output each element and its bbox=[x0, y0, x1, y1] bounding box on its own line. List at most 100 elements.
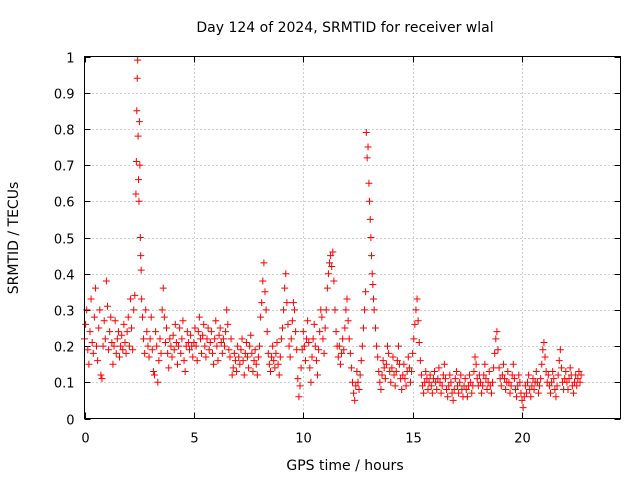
data-point bbox=[264, 349, 272, 357]
data-point bbox=[155, 357, 163, 365]
data-point bbox=[438, 382, 446, 390]
data-point bbox=[248, 349, 256, 357]
data-point bbox=[472, 360, 480, 368]
data-point bbox=[286, 353, 294, 361]
data-point bbox=[108, 338, 116, 346]
data-point bbox=[189, 353, 197, 361]
data-point bbox=[359, 324, 367, 332]
data-point bbox=[556, 346, 564, 354]
data-point bbox=[351, 396, 359, 404]
data-point bbox=[159, 284, 167, 292]
data-point bbox=[218, 349, 226, 357]
data-point bbox=[367, 234, 375, 241]
data-point bbox=[548, 378, 556, 386]
data-point bbox=[103, 302, 111, 310]
data-point bbox=[427, 382, 435, 390]
data-point bbox=[117, 342, 125, 350]
data-point bbox=[247, 331, 255, 339]
data-point bbox=[443, 386, 451, 394]
data-point bbox=[315, 346, 323, 354]
data-point bbox=[332, 328, 340, 336]
data-point bbox=[221, 342, 229, 350]
data-point bbox=[444, 393, 452, 401]
data-point bbox=[99, 342, 107, 350]
data-point bbox=[137, 266, 145, 274]
data-point bbox=[96, 306, 104, 314]
data-point bbox=[509, 360, 517, 368]
data-point bbox=[473, 375, 481, 383]
data-point bbox=[514, 382, 522, 390]
data-point bbox=[250, 357, 258, 365]
data-point bbox=[299, 328, 307, 336]
data-point bbox=[534, 389, 542, 397]
data-point bbox=[265, 360, 273, 368]
data-point bbox=[491, 349, 499, 357]
data-point bbox=[313, 371, 321, 379]
data-point bbox=[341, 324, 349, 332]
data-point bbox=[406, 378, 414, 386]
data-point bbox=[363, 154, 371, 162]
data-point bbox=[280, 306, 288, 314]
data-point bbox=[119, 346, 127, 354]
data-point bbox=[445, 382, 453, 390]
data-point bbox=[466, 371, 474, 379]
data-point bbox=[304, 317, 312, 325]
data-point bbox=[101, 335, 109, 343]
data-point bbox=[423, 375, 431, 383]
data-point bbox=[481, 360, 489, 368]
data-point bbox=[292, 328, 300, 336]
data-point bbox=[149, 367, 157, 375]
data-point bbox=[213, 342, 221, 350]
data-point bbox=[480, 371, 488, 379]
data-point bbox=[381, 375, 389, 383]
data-point bbox=[487, 389, 495, 397]
data-point bbox=[122, 349, 130, 357]
data-point bbox=[271, 364, 279, 372]
data-point bbox=[417, 371, 425, 379]
data-point bbox=[309, 335, 317, 343]
data-point bbox=[364, 143, 372, 151]
y-tick-label: 1 bbox=[66, 52, 74, 67]
data-point bbox=[551, 386, 559, 394]
data-point bbox=[305, 338, 313, 346]
data-point bbox=[124, 313, 132, 321]
data-point bbox=[483, 386, 491, 394]
data-point bbox=[157, 349, 165, 357]
data-point bbox=[311, 342, 319, 350]
data-point bbox=[356, 371, 364, 379]
y-axis-label: SRMTID / TECUs bbox=[6, 182, 22, 295]
data-point bbox=[181, 367, 189, 375]
data-point bbox=[126, 295, 134, 303]
x-tick-label: 5 bbox=[190, 432, 198, 447]
data-point bbox=[288, 317, 296, 325]
data-point bbox=[132, 157, 140, 165]
data-point bbox=[366, 215, 374, 223]
data-point bbox=[414, 317, 422, 325]
data-point bbox=[275, 371, 283, 379]
data-point bbox=[133, 74, 141, 82]
data-point bbox=[375, 367, 383, 375]
data-point bbox=[424, 386, 432, 394]
data-point bbox=[270, 357, 278, 365]
data-point bbox=[242, 338, 250, 346]
data-point bbox=[357, 357, 365, 365]
data-point bbox=[219, 335, 227, 343]
data-point bbox=[177, 349, 185, 357]
y-tick-label: 0.6 bbox=[54, 196, 75, 211]
data-point bbox=[557, 364, 565, 372]
data-point bbox=[193, 357, 201, 365]
data-point bbox=[553, 382, 561, 390]
axis-ticks: 00.10.20.30.40.50.60.70.80.910 5 10 15 20 bbox=[54, 52, 621, 447]
data-point bbox=[387, 378, 395, 386]
data-point bbox=[385, 349, 393, 357]
data-point bbox=[118, 331, 126, 339]
data-point bbox=[339, 335, 347, 343]
data-point bbox=[431, 367, 439, 375]
data-point bbox=[169, 331, 177, 339]
data-point bbox=[378, 371, 386, 379]
data-point bbox=[515, 371, 523, 379]
data-point bbox=[223, 306, 231, 314]
chart-title: Day 124 of 2024, SRMTID for receiver wla… bbox=[196, 20, 493, 36]
data-point bbox=[98, 375, 106, 383]
data-point bbox=[153, 342, 161, 350]
